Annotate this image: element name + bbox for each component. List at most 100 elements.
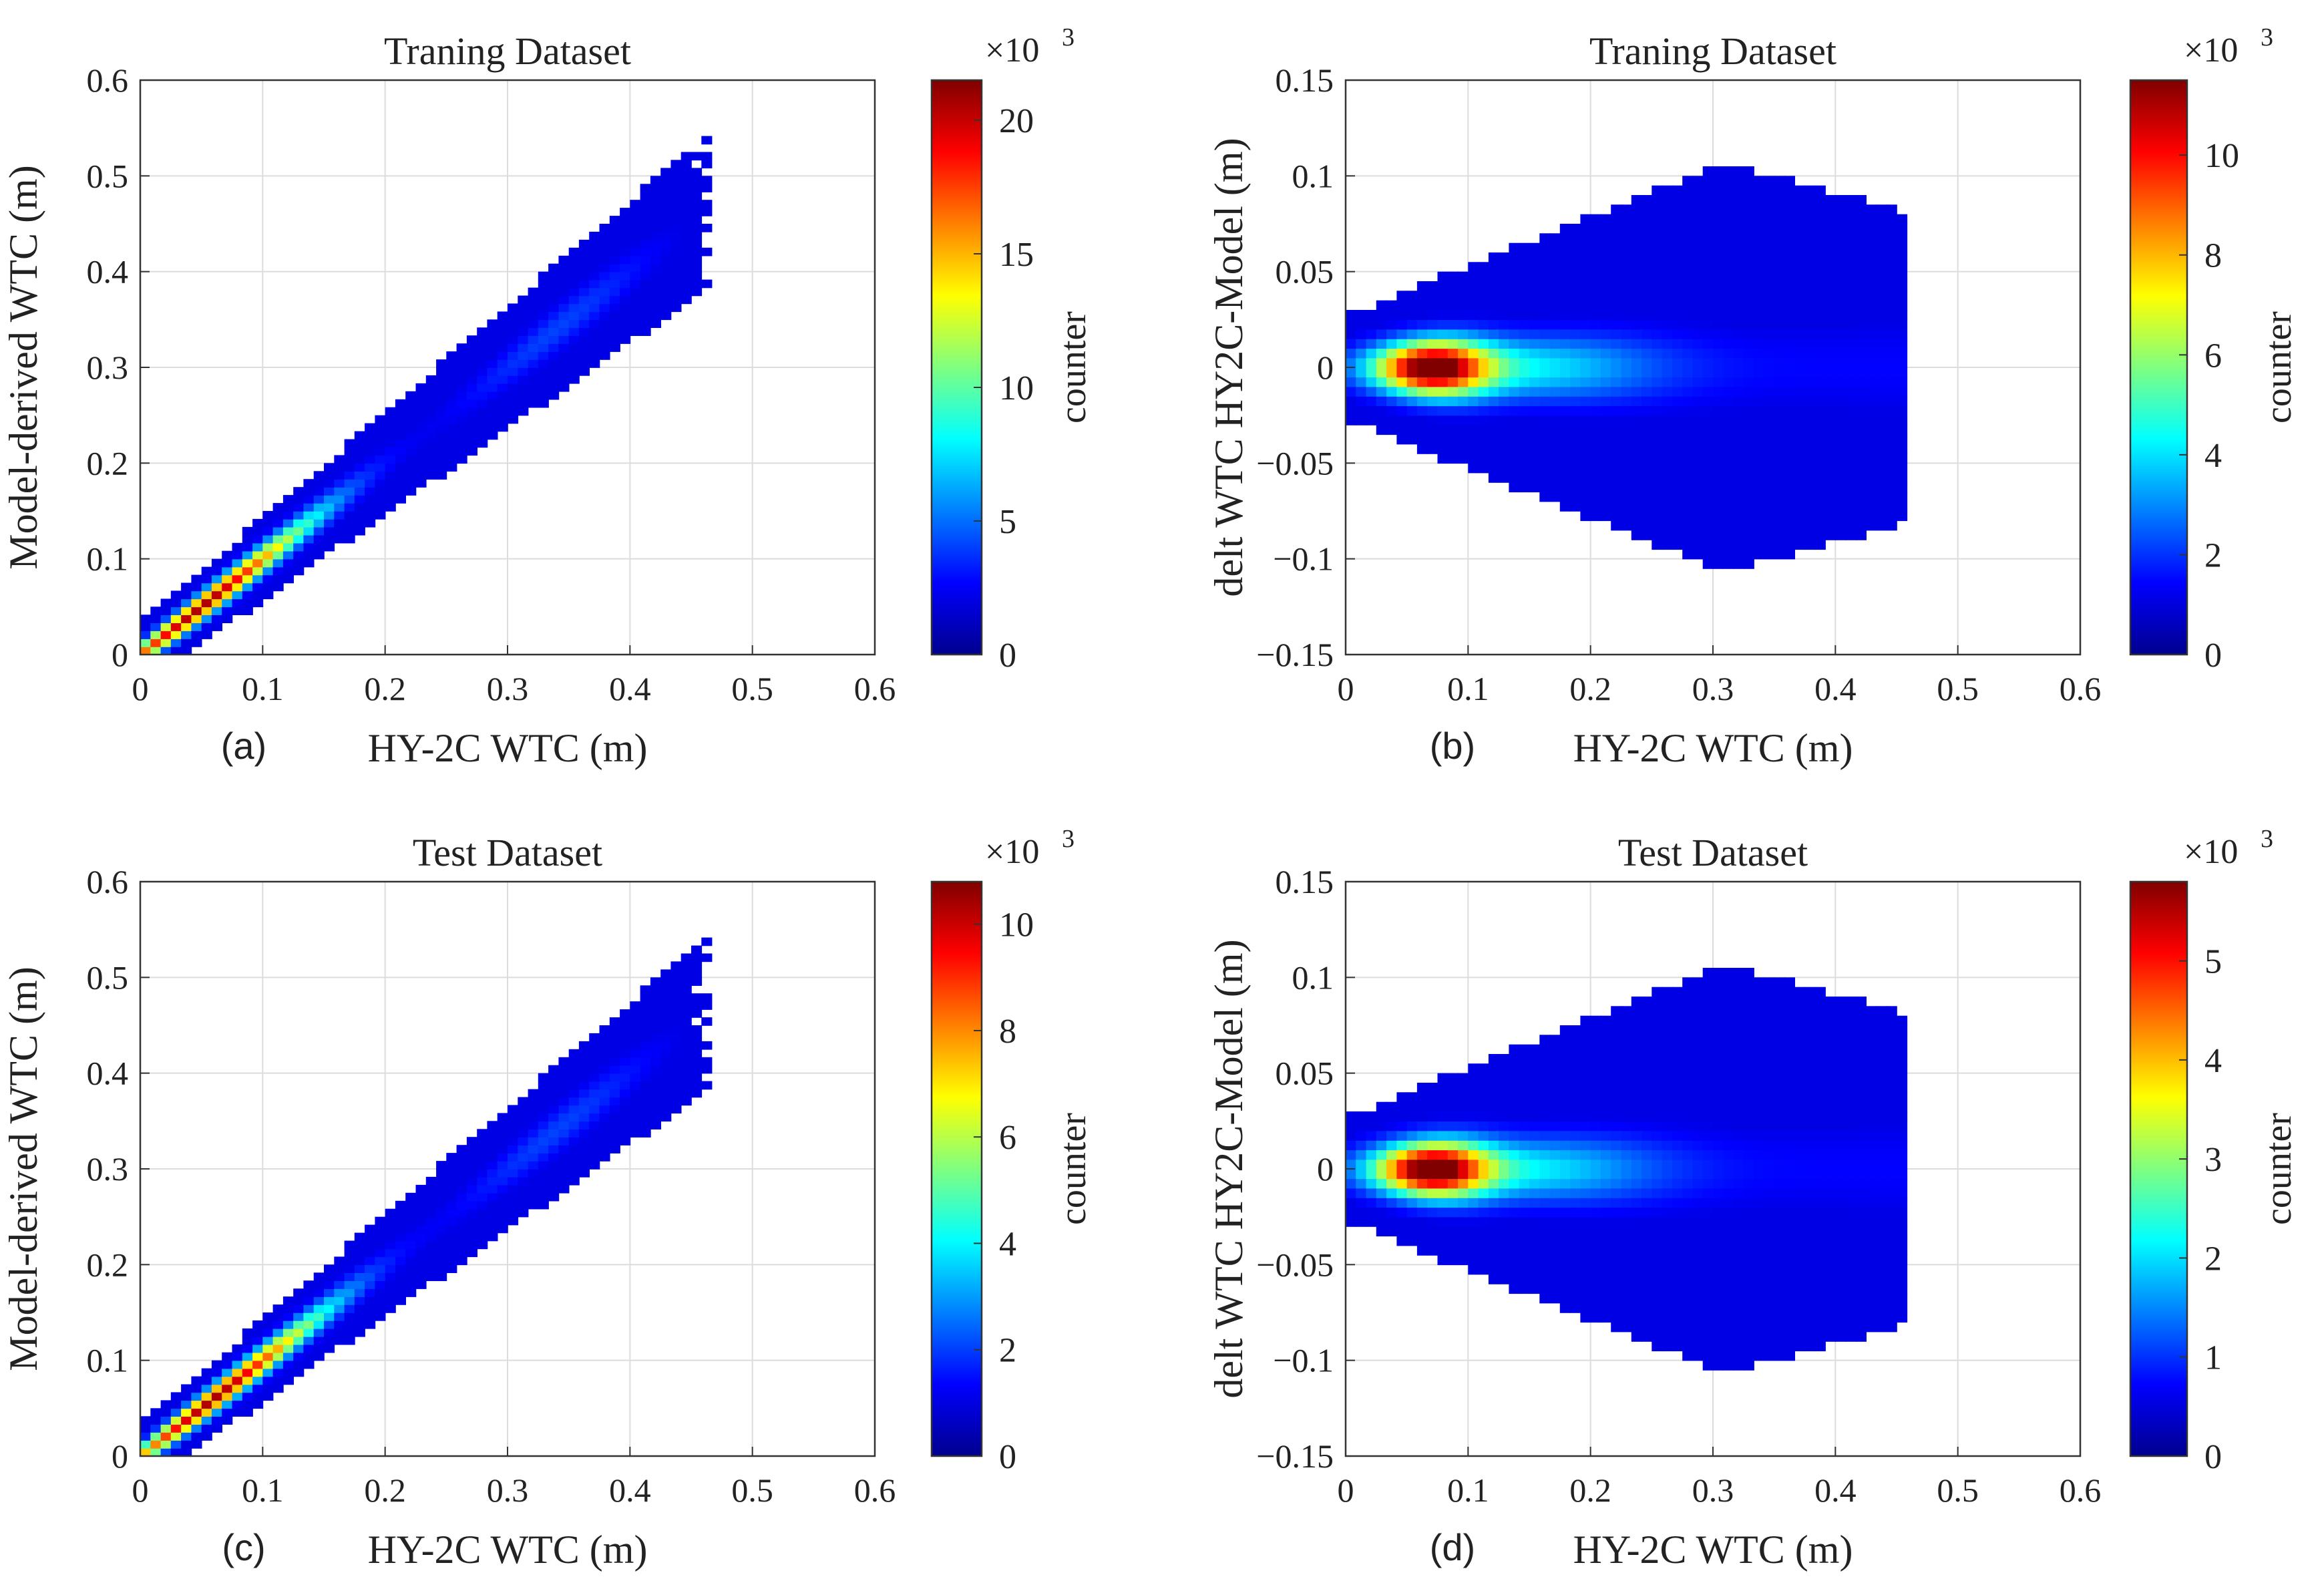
heatmap-cell bbox=[691, 255, 703, 264]
heatmap-cell bbox=[1692, 1025, 1704, 1036]
heatmap-cell bbox=[508, 1121, 519, 1129]
heatmap-cell bbox=[1509, 242, 1520, 253]
heatmap-cell bbox=[1406, 1236, 1418, 1246]
heatmap-cell bbox=[1600, 1216, 1611, 1227]
heatmap-cell bbox=[1784, 1150, 1795, 1160]
heatmap-cell bbox=[201, 566, 212, 576]
heatmap-cell bbox=[568, 1153, 580, 1162]
heatmap-cell bbox=[1814, 396, 1826, 407]
heatmap-cell bbox=[1692, 1188, 1704, 1198]
heatmap-cell bbox=[1702, 310, 1714, 321]
heatmap-cell bbox=[1774, 482, 1785, 493]
heatmap-cell bbox=[324, 1296, 335, 1305]
heatmap-cell bbox=[324, 471, 335, 480]
heatmap-cell bbox=[650, 993, 661, 1002]
heatmap-cell bbox=[1549, 377, 1561, 387]
heatmap-cell bbox=[508, 375, 519, 384]
heatmap-cell bbox=[1855, 1264, 1867, 1275]
heatmap-cell bbox=[1825, 386, 1836, 397]
heatmap-cell bbox=[630, 1017, 641, 1026]
heatmap-cell bbox=[282, 1328, 294, 1337]
heatmap-cell bbox=[1662, 1150, 1673, 1160]
heatmap-cell bbox=[1814, 185, 1826, 196]
heatmap-cell bbox=[1621, 1302, 1632, 1313]
heatmap-cell bbox=[650, 208, 661, 216]
heatmap-cell bbox=[568, 1169, 580, 1178]
heatmap-cell bbox=[415, 1264, 427, 1273]
heatmap-cell bbox=[1855, 520, 1867, 531]
heatmap-cell bbox=[1845, 1331, 1857, 1342]
heatmap-cell bbox=[385, 447, 396, 456]
heatmap-cell bbox=[1529, 291, 1541, 301]
heatmap-cell bbox=[1416, 357, 1428, 368]
heatmap-cell bbox=[630, 287, 641, 297]
heatmap-cell bbox=[1784, 1255, 1795, 1266]
heatmap-cell bbox=[1366, 319, 1377, 330]
heatmap-cell bbox=[1845, 1101, 1857, 1112]
heatmap-cell bbox=[558, 1089, 570, 1098]
heatmap-cell bbox=[1855, 1245, 1867, 1256]
heatmap-cell bbox=[1814, 405, 1826, 416]
heatmap-cell bbox=[1682, 367, 1694, 378]
heatmap-cell bbox=[1539, 1226, 1551, 1237]
heatmap-cell bbox=[1621, 357, 1632, 368]
heatmap-cell bbox=[1652, 1140, 1663, 1151]
heatmap-cell bbox=[395, 1272, 406, 1281]
heatmap-cell bbox=[324, 534, 335, 544]
heatmap-cell bbox=[1897, 434, 1908, 445]
colorbar-gradient bbox=[930, 880, 983, 1457]
heatmap-cell bbox=[1784, 1054, 1795, 1065]
heatmap-cell bbox=[1509, 415, 1520, 425]
heatmap-cell bbox=[1723, 1083, 1734, 1093]
heatmap-cell bbox=[1447, 1092, 1459, 1103]
heatmap-cell bbox=[222, 1352, 233, 1361]
heatmap-cell bbox=[1682, 1236, 1694, 1246]
heatmap-cell bbox=[1641, 492, 1653, 502]
heatmap-cell bbox=[1468, 1073, 1479, 1083]
colorbar-tick-label: 6 bbox=[999, 1119, 1016, 1157]
heatmap-cell bbox=[1845, 1216, 1857, 1227]
heatmap-cell bbox=[1672, 1015, 1683, 1026]
heatmap-cell bbox=[1774, 1178, 1785, 1189]
heatmap-cell bbox=[1794, 997, 1806, 1007]
heatmap-cell bbox=[487, 1121, 498, 1129]
heatmap-cell bbox=[1570, 1159, 1581, 1170]
heatmap-cell bbox=[262, 550, 274, 560]
heatmap-cell bbox=[282, 503, 294, 512]
heatmap-cell bbox=[1672, 1198, 1683, 1208]
heatmap-cell bbox=[1876, 348, 1887, 359]
heatmap-cell bbox=[1549, 1121, 1561, 1131]
heatmap-cell bbox=[670, 200, 682, 208]
heatmap-cell bbox=[660, 1097, 672, 1106]
heatmap-cell bbox=[1794, 1302, 1806, 1313]
heatmap-cell bbox=[681, 1065, 692, 1074]
heatmap-cell bbox=[1835, 444, 1847, 454]
heatmap-cell bbox=[1825, 1063, 1836, 1074]
heatmap-cell bbox=[609, 1041, 620, 1050]
heatmap-cell bbox=[1652, 511, 1663, 522]
heatmap-cell bbox=[1662, 1178, 1673, 1189]
heatmap-cell bbox=[354, 1240, 365, 1250]
heatmap-cell bbox=[1366, 348, 1377, 359]
heatmap-cell bbox=[466, 383, 477, 392]
heatmap-cell bbox=[211, 598, 222, 608]
heatmap-cell bbox=[1621, 1264, 1632, 1275]
heatmap-cell bbox=[191, 614, 202, 623]
heatmap-cell bbox=[528, 1192, 539, 1202]
heatmap-cell bbox=[1764, 1293, 1775, 1304]
heatmap-cell bbox=[1784, 1121, 1795, 1131]
heatmap-cell bbox=[1590, 386, 1601, 397]
heatmap-cell bbox=[1774, 1207, 1785, 1218]
heatmap-cell bbox=[272, 526, 284, 536]
heatmap-cell bbox=[497, 1121, 508, 1129]
heatmap-cell bbox=[578, 239, 590, 248]
heatmap-cell bbox=[1529, 454, 1541, 464]
heatmap-cell bbox=[620, 1049, 631, 1058]
heatmap-cell bbox=[1458, 1207, 1469, 1218]
heatmap-cell bbox=[1814, 1092, 1826, 1103]
heatmap-cell bbox=[609, 1017, 620, 1026]
heatmap-cell bbox=[1897, 501, 1908, 512]
heatmap-cell bbox=[313, 1344, 325, 1353]
heatmap-cell bbox=[232, 1368, 243, 1377]
heatmap-cell bbox=[282, 1312, 294, 1321]
